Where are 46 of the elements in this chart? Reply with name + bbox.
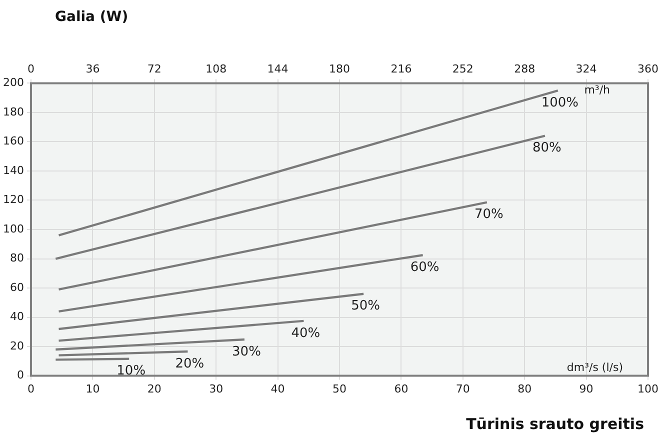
annotation: dm³/s (l/s): [566, 361, 623, 374]
x-tick-label: 80: [518, 382, 532, 396]
x2-tick-label: 0: [27, 62, 34, 76]
series-label: 30%: [232, 344, 261, 360]
x-tick-label: 60: [394, 382, 408, 396]
y-tick-label: 120: [2, 193, 24, 206]
y-tick-label: 100: [2, 222, 24, 236]
series-label: 40%: [291, 326, 320, 341]
x-tick-label: 100: [638, 382, 658, 396]
y-tick-label: 60: [10, 280, 24, 294]
x-tick-label: 70: [456, 382, 470, 396]
y-tick-label: 180: [2, 105, 24, 118]
x-tick-label: 0: [27, 382, 34, 396]
x2-tick-label: 360: [638, 62, 658, 76]
series-label: 10%: [116, 364, 146, 379]
series-label: 50%: [351, 298, 380, 314]
x-tick-label: 50: [332, 382, 346, 396]
x2-tick-label: 288: [514, 62, 536, 76]
series-label: 100%: [541, 95, 579, 110]
y-tick-label: 80: [10, 252, 24, 265]
x2-tick-label: 108: [206, 62, 227, 76]
y-tick-label: 200: [2, 76, 24, 90]
annotation: m³/h: [584, 84, 610, 97]
series-label: 60%: [410, 260, 440, 275]
y-tick-label: 20: [10, 339, 24, 352]
series-label: 20%: [175, 356, 204, 372]
x2-tick-label: 72: [147, 62, 162, 76]
x-tick-label: 30: [209, 382, 224, 396]
x-tick-label: 20: [147, 382, 162, 396]
y-axis-title: Galia (W): [55, 9, 128, 25]
series-label: 80%: [532, 140, 562, 156]
x-tick-label: 40: [270, 382, 285, 396]
y-tick-label: 0: [16, 368, 24, 382]
x2-tick-label: 216: [390, 62, 412, 76]
x-tick-label: 10: [86, 382, 100, 396]
x2-tick-label: 252: [452, 62, 474, 76]
x2-tick-label: 324: [576, 62, 597, 76]
y-tick-label: 140: [2, 164, 24, 177]
series-label: 70%: [474, 207, 504, 222]
y-tick-label: 160: [2, 134, 24, 148]
x2-tick-label: 144: [267, 62, 288, 76]
y-tick-label: 40: [10, 310, 24, 324]
x2-tick-label: 36: [86, 62, 100, 76]
x-tick-label: 90: [579, 382, 594, 396]
x2-tick-label: 180: [329, 62, 350, 76]
x-axis-title: Tūrinis srauto greitis: [466, 415, 644, 433]
